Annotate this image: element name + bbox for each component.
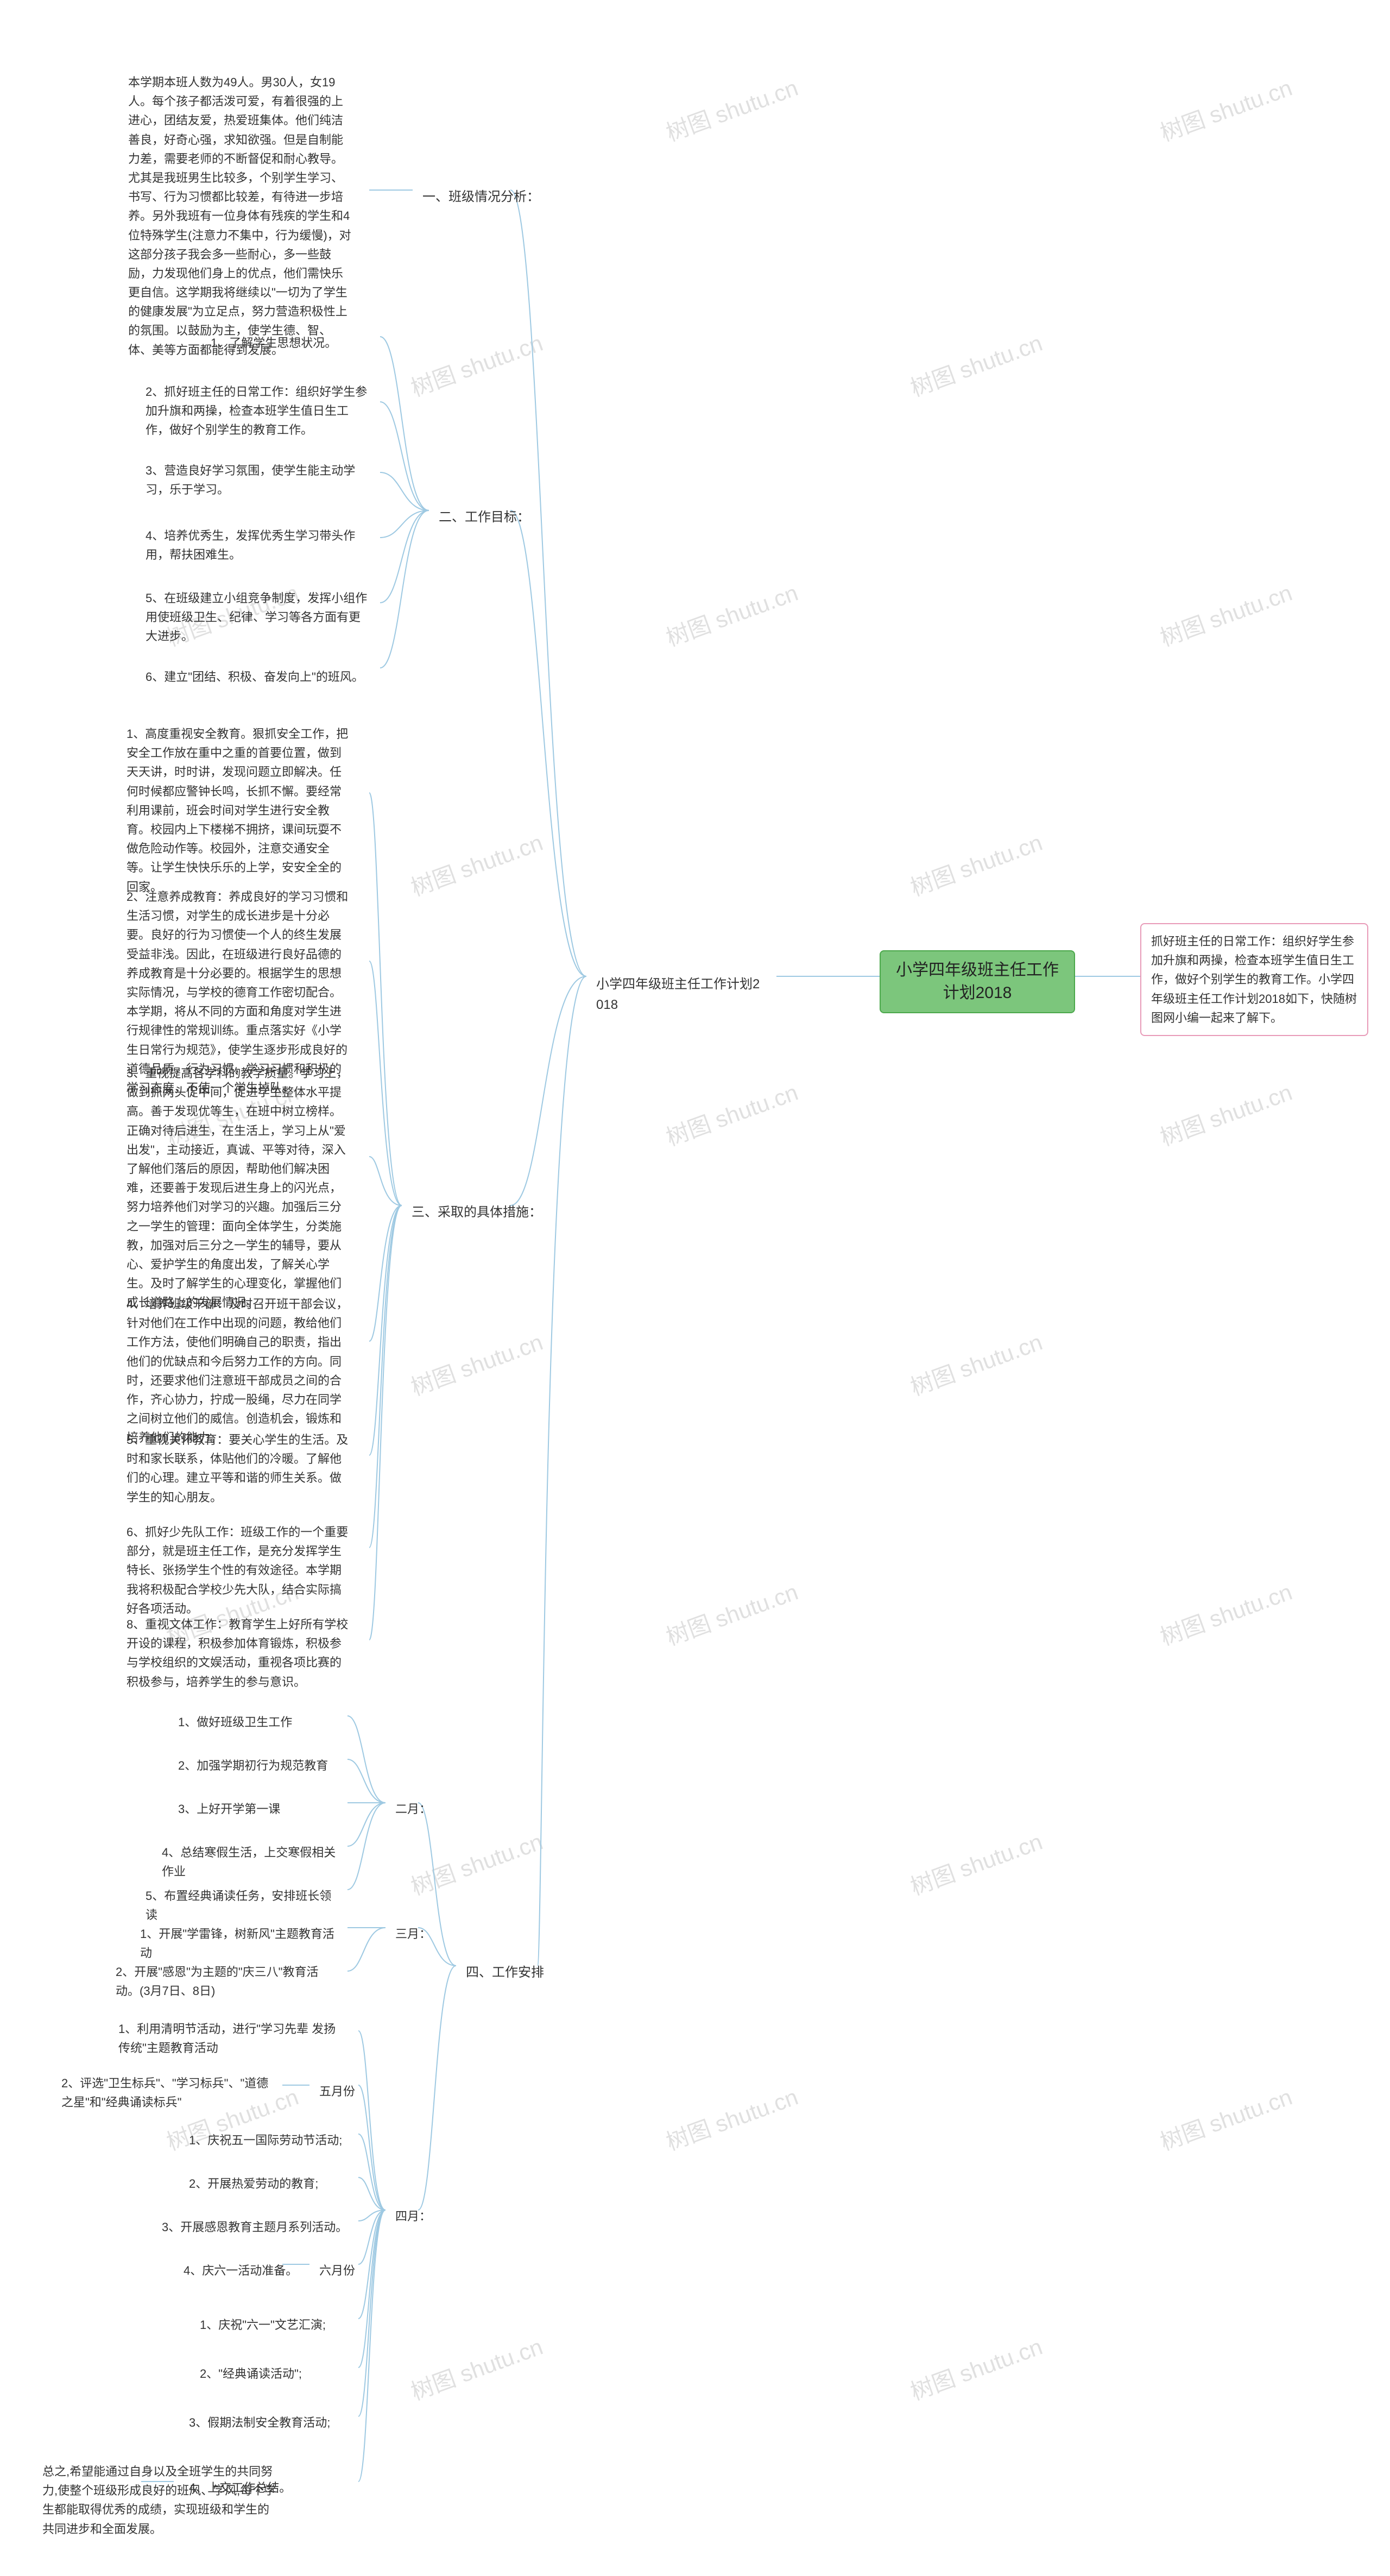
- root-node: 小学四年级班主任工作计划2018: [880, 950, 1075, 1013]
- apr-item-1: 2、开展热爱劳动的教育;: [179, 2167, 358, 2201]
- jun-item-0: 4、庆六一活动准备。: [174, 2253, 353, 2288]
- month-may-label: 五月份: [309, 2074, 365, 2108]
- watermark: 树图 shutu.cn: [905, 2328, 1046, 2407]
- s2-item-4: 5、在班级建立小组竞争制度，发挥小组作用使班级卫生、纪律、学习等各方面有更大进步…: [136, 581, 380, 654]
- jun-item-2: 2、"经典诵读活动";: [190, 2357, 369, 2391]
- month-mar-label: 三月：: [386, 1917, 441, 1951]
- description-box: 抓好班主任的日常工作：组织好学生参加升旗和两操，检查本班学生值日生工作，做好个别…: [1140, 923, 1368, 1036]
- s3-item-6: 8、重视文体工作：教育学生上好所有学校开设的课程，积极参加体育锻炼，积极参与学校…: [117, 1607, 361, 1699]
- may-item-0: 2、评选"卫生标兵"、"学习标兵"、"道德之星"和"经典诵读标兵": [52, 2066, 285, 2119]
- mar-item-1: 2、开展"感恩"为主题的"庆三八"教育活动。(3月7日、8日): [106, 1955, 350, 2008]
- month-apr-label: 四月：: [386, 2199, 441, 2233]
- s2-item-5: 6、建立"团结、积极、奋发向上"的班风。: [136, 660, 380, 694]
- s2-item-1: 2、抓好班主任的日常工作：组织好学生参加升旗和两操，检查本班学生值日生工作，做好…: [136, 375, 380, 447]
- watermark: 树图 shutu.cn: [406, 325, 547, 403]
- section-1-content: 本学期本班人数为49人。男30人，女19人。每个孩子都活泼可爱，有着很强的上进心…: [118, 65, 363, 367]
- watermark: 树图 shutu.cn: [905, 1324, 1046, 1402]
- watermark: 树图 shutu.cn: [661, 70, 802, 148]
- watermark: 树图 shutu.cn: [1155, 1574, 1296, 1652]
- month-feb-label: 二月：: [386, 1792, 441, 1826]
- apr-pre-0: 1、利用清明节活动，进行"学习先辈 发扬传统"主题教育活动: [109, 2012, 353, 2065]
- watermark: 树图 shutu.cn: [1155, 2079, 1296, 2157]
- apr-item-2: 3、开展感恩教育主题月系列活动。: [152, 2210, 358, 2244]
- s3-item-0: 1、高度重视安全教育。狠抓安全工作，把安全工作放在重中之重的首要位置，做到天天讲…: [117, 717, 361, 904]
- section-4-label: 四、工作安排: [456, 1955, 554, 1991]
- s2-item-2: 3、营造良好学习氛围，使学生能主动学习，乐于学习。: [136, 453, 380, 507]
- watermark: 树图 shutu.cn: [1155, 1074, 1296, 1152]
- watermark: 树图 shutu.cn: [661, 1574, 802, 1652]
- section-1-label: 一、班级情况分析：: [413, 179, 549, 215]
- watermark: 树图 shutu.cn: [1155, 70, 1296, 148]
- watermark: 树图 shutu.cn: [406, 2328, 547, 2407]
- jun-item-1: 1、庆祝"六一"文艺汇演;: [190, 2308, 369, 2342]
- watermark: 树图 shutu.cn: [661, 574, 802, 653]
- apr-item-0: 1、庆祝五一国际劳动节活动;: [179, 2123, 358, 2157]
- watermark: 树图 shutu.cn: [661, 1074, 802, 1152]
- watermark: 树图 shutu.cn: [661, 2079, 802, 2157]
- feb-item-1: 2、加强学期初行为规范教育: [168, 1748, 348, 1783]
- s2-item-0: 1、了解学生思想状况。: [201, 326, 380, 360]
- s2-item-3: 4、培养优秀生，发挥优秀生学习带头作用，帮扶困难生。: [136, 519, 380, 572]
- section-3-label: 三、采取的具体措施：: [402, 1195, 552, 1230]
- watermark: 树图 shutu.cn: [905, 1823, 1046, 1902]
- feb-item-2: 3、上好开学第一课: [168, 1792, 348, 1826]
- s3-item-2: 3、重视提高各学科的教学质量。学习上，做到抓两头促中间，促进学生整体水平提高。善…: [117, 1056, 361, 1319]
- watermark: 树图 shutu.cn: [905, 824, 1046, 902]
- section-2-label: 二、工作目标：: [429, 500, 540, 535]
- watermark: 树图 shutu.cn: [406, 824, 547, 902]
- summary: 总之,希望能通过自身以及全班学生的共同努力,使整个班级形成良好的班风、学风,每个…: [33, 2454, 288, 2546]
- watermark: 树图 shutu.cn: [905, 325, 1046, 403]
- watermark: 树图 shutu.cn: [406, 1823, 547, 1902]
- feb-item-0: 1、做好班级卫生工作: [168, 1705, 348, 1739]
- jun-item-3: 3、假期法制安全教育活动;: [179, 2405, 358, 2440]
- s3-item-4: 5、重视关怀教育：要关心学生的生活。及时和家长联系，体贴他们的冷暖。了解他们的心…: [117, 1423, 361, 1514]
- center-label: 小学四年级班主任工作计划2018: [586, 967, 776, 1024]
- watermark: 树图 shutu.cn: [406, 1324, 547, 1402]
- watermark: 树图 shutu.cn: [1155, 574, 1296, 653]
